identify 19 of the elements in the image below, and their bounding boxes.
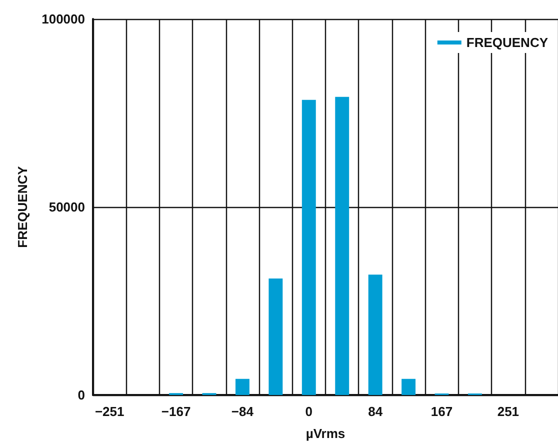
y-tick-label: 50000 [48, 200, 85, 214]
bar [268, 278, 283, 395]
x-tick-label: 84 [368, 404, 384, 419]
x-tick-label: −251 [94, 404, 124, 419]
y-tick-label: 100000 [42, 12, 85, 26]
bar [335, 96, 350, 395]
x-tick-label: 0 [305, 404, 313, 419]
bar [368, 274, 382, 395]
x-axis-title: µVrms [306, 426, 346, 441]
y-tick-label: 0 [78, 388, 85, 402]
x-tick-label: −167 [161, 404, 191, 419]
x-tick-label: 251 [497, 404, 520, 419]
bar [302, 100, 316, 395]
x-tick-label: 167 [430, 404, 453, 419]
bar [402, 378, 416, 395]
bar [235, 378, 250, 395]
y-axis-title: FREQUENCY [15, 166, 30, 248]
x-tick-label: −84 [231, 404, 254, 419]
legend-label: FREQUENCY [466, 35, 548, 50]
